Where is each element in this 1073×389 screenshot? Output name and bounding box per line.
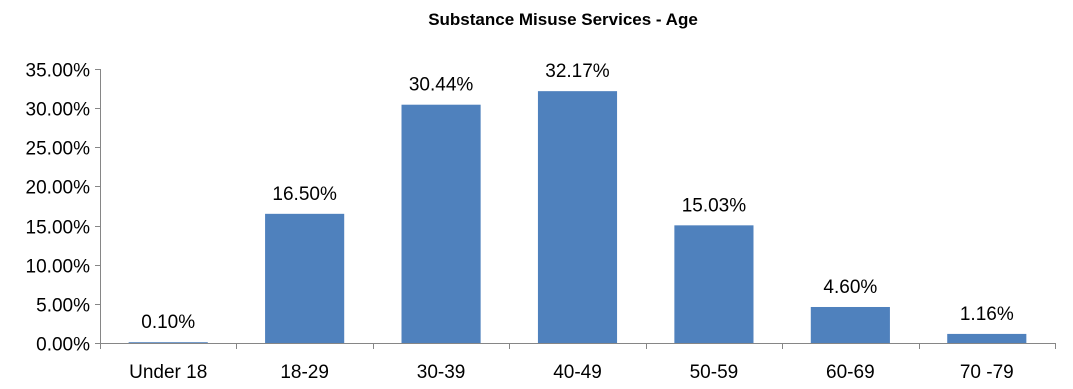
bar — [537, 91, 618, 344]
data-label: 1.16% — [960, 304, 1014, 325]
y-tick-label: 10.00% — [26, 257, 91, 278]
y-tick-label: 5.00% — [36, 296, 90, 317]
bar — [947, 333, 1027, 343]
data-label: 30.44% — [409, 75, 474, 96]
data-label: 0.10% — [141, 312, 195, 333]
y-tick-label: 0.00% — [36, 335, 90, 356]
x-tick-label: 30-39 — [417, 362, 466, 383]
y-tick-label: 25.00% — [26, 139, 91, 160]
bar — [810, 306, 890, 343]
bar — [401, 104, 481, 343]
y-tick-label: 15.00% — [26, 218, 91, 239]
data-label: 4.60% — [823, 277, 877, 298]
y-tick-label: 30.00% — [26, 100, 91, 121]
x-tick-label: 60-69 — [826, 362, 875, 383]
x-tick-label: 70 -79 — [960, 362, 1014, 383]
chart-title: Substance Misuse Services - Age — [428, 10, 698, 29]
data-label: 16.50% — [272, 184, 337, 205]
bar — [128, 342, 208, 343]
data-label: 32.17% — [545, 61, 610, 82]
bar — [265, 213, 345, 343]
data-labels: 0.10% 16.50% 30.44% 32.17% 15.03% 4.60% 1.16% — [141, 61, 1014, 333]
x-tick-label: 50-59 — [690, 362, 739, 383]
data-label: 15.03% — [682, 195, 747, 216]
bars — [128, 91, 1027, 344]
y-axis: 0.00% 5.00% 10.00% 15.00% 20.00% 25.00% 30.00%… — [26, 61, 101, 356]
y-tick-label: 35.00% — [26, 61, 91, 82]
x-axis: Under 18 18-29 30-39 40-49 50-59 60-69 70 -79 — [100, 343, 1056, 383]
x-tick-label: 18-29 — [280, 362, 329, 383]
x-tick-label: Under 18 — [129, 362, 207, 383]
y-tick-label: 20.00% — [26, 178, 91, 199]
bar — [674, 225, 754, 343]
x-tick-label: 40-49 — [553, 362, 602, 383]
